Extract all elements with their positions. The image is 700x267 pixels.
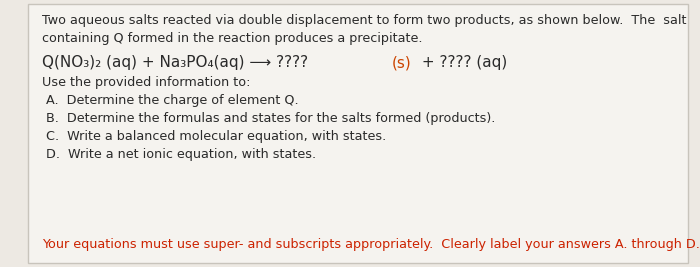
Text: Q(NO₃)₂ (aq) + Na₃PO₄(aq) ⟶ ????: Q(NO₃)₂ (aq) + Na₃PO₄(aq) ⟶ ???? xyxy=(42,55,313,70)
Text: + ???? (aq): + ???? (aq) xyxy=(417,55,508,70)
Text: B.  Determine the formulas and states for the salts formed (products).: B. Determine the formulas and states for… xyxy=(46,112,496,125)
Text: C.  Write a balanced molecular equation, with states.: C. Write a balanced molecular equation, … xyxy=(46,130,386,143)
Text: A.  Determine the charge of element Q.: A. Determine the charge of element Q. xyxy=(46,94,299,107)
Text: Your equations must use super- and subscripts appropriately.  Clearly label your: Your equations must use super- and subsc… xyxy=(42,238,700,251)
Text: (s): (s) xyxy=(392,55,412,70)
FancyBboxPatch shape xyxy=(28,4,688,263)
Text: Use the provided information to:: Use the provided information to: xyxy=(42,76,251,89)
Text: D.  Write a net ionic equation, with states.: D. Write a net ionic equation, with stat… xyxy=(46,148,316,161)
Text: containing Q formed in the reaction produces a precipitate.: containing Q formed in the reaction prod… xyxy=(42,32,423,45)
Text: Two aqueous salts reacted via double displacement to form two products, as shown: Two aqueous salts reacted via double dis… xyxy=(42,14,687,27)
